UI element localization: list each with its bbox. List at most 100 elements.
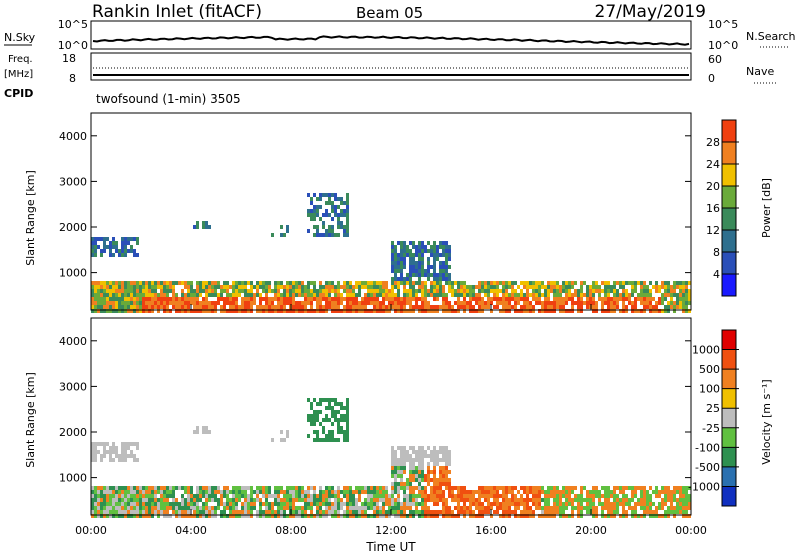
power-cell (634, 285, 637, 289)
velocity-cell (427, 454, 430, 458)
velocity-cell (454, 494, 457, 498)
power-cell (502, 301, 505, 305)
velocity-cell (286, 502, 289, 506)
power-cell (94, 305, 97, 309)
colorbar-swatch (722, 486, 736, 506)
velocity-cell (109, 506, 112, 510)
velocity-cell (343, 438, 346, 442)
power-cell (106, 289, 109, 293)
velocity-cell (106, 442, 109, 446)
power-cell (580, 305, 583, 309)
velocity-heatmap-cells (91, 398, 691, 518)
power-cell (145, 285, 148, 289)
velocity-cell (397, 462, 400, 466)
velocity-cell (124, 450, 127, 454)
power-cell (244, 281, 247, 285)
velocity-cell (334, 414, 337, 418)
velocity-cell (580, 510, 583, 514)
power-cell (154, 305, 157, 309)
power-cell (661, 285, 664, 289)
power-cell (277, 297, 280, 301)
power-cell (136, 289, 139, 293)
power-cell (364, 297, 367, 301)
velocity-cell (241, 502, 244, 506)
velocity-cell (130, 514, 133, 518)
velocity-cell (340, 430, 343, 434)
velocity-cell (349, 486, 352, 490)
velocity-cell (127, 446, 130, 450)
velocity-cell (601, 486, 604, 490)
colorbar-swatch (722, 466, 736, 487)
power-cell (442, 289, 445, 293)
power-cell (664, 289, 667, 293)
velocity-cell (148, 494, 151, 498)
velocity-cell (565, 490, 568, 494)
velocity-cell (142, 514, 145, 518)
power-cell (148, 309, 151, 313)
power-cell (364, 293, 367, 297)
velocity-cell (562, 486, 565, 490)
power-cell (313, 217, 316, 221)
velocity-cell (424, 506, 427, 510)
power-cell (301, 281, 304, 285)
power-cell (118, 249, 121, 253)
velocity-cell (472, 514, 475, 518)
power-cell (538, 285, 541, 289)
power-cell (505, 281, 508, 285)
velocity-cell (229, 490, 232, 494)
velocity-cell (160, 486, 163, 490)
power-cell (340, 213, 343, 217)
power-cell (115, 249, 118, 253)
velocity-cell (394, 462, 397, 466)
power-cell (682, 309, 685, 313)
power-cell (415, 245, 418, 249)
velocity-cell (406, 486, 409, 490)
velocity-cell (526, 490, 529, 494)
power-cell (505, 297, 508, 301)
velocity-cell (91, 506, 94, 510)
velocity-cell (226, 498, 229, 502)
velocity-cell (511, 502, 514, 506)
x-tick-label: 00:00 (675, 524, 707, 537)
power-cell (685, 305, 688, 309)
power-cell (283, 293, 286, 297)
power-cell (193, 293, 196, 297)
velocity-cell (361, 506, 364, 510)
power-cell (526, 293, 529, 297)
power-cell (331, 205, 334, 209)
power-cell (538, 301, 541, 305)
velocity-cell (607, 486, 610, 490)
velocity-cell (346, 514, 349, 518)
velocity-cell (343, 502, 346, 506)
velocity-cell (421, 478, 424, 482)
velocity-cell (502, 502, 505, 506)
power-cell (130, 305, 133, 309)
velocity-cell (412, 470, 415, 474)
velocity-cell (640, 490, 643, 494)
velocity-cell (412, 458, 415, 462)
power-cell (376, 281, 379, 285)
power-cell (274, 293, 277, 297)
velocity-cell (220, 494, 223, 498)
power-cell (403, 289, 406, 293)
power-cell (403, 301, 406, 305)
power-cell (406, 245, 409, 249)
velocity-cell (439, 474, 442, 478)
power-cell (169, 289, 172, 293)
velocity-cell (439, 498, 442, 502)
power-cell (493, 281, 496, 285)
power-cell (124, 249, 127, 253)
power-cell (556, 297, 559, 301)
power-cell (670, 293, 673, 297)
power-cell (118, 253, 121, 257)
power-cell (139, 305, 142, 309)
velocity-cell (316, 506, 319, 510)
velocity-cell (307, 490, 310, 494)
velocity-cell (484, 498, 487, 502)
velocity-cell (475, 502, 478, 506)
power-cell (478, 293, 481, 297)
velocity-cell (346, 510, 349, 514)
velocity-cell (523, 490, 526, 494)
power-cell (118, 293, 121, 297)
power-cell (487, 285, 490, 289)
